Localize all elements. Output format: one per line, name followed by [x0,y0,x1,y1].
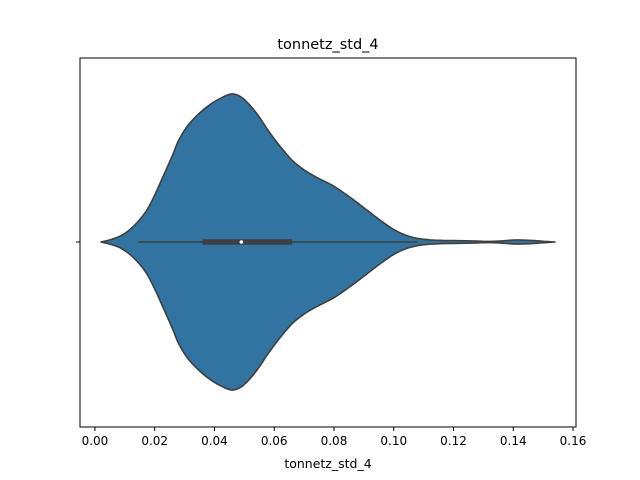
x-axis-label: tonnetz_std_4 [284,456,371,471]
x-axis-ticks: 0.00 0.02 0.04 0.06 0.08 0.10 0.12 0.14 0.16 [82,427,587,448]
violin-median-point [239,240,244,244]
violin-layer [100,93,556,391]
x-tick-label: 0.00 [82,434,109,448]
x-tick-label: 0.16 [560,434,587,448]
x-tick-label: 0.10 [380,434,407,448]
x-tick-label: 0.02 [141,434,168,448]
chart-title: tonnetz_std_4 [277,37,378,53]
x-tick-label: 0.12 [440,434,467,448]
x-tick-label: 0.04 [201,434,228,448]
x-tick-label: 0.06 [261,434,288,448]
x-tick-label: 0.08 [321,434,348,448]
x-tick-label: 0.14 [500,434,527,448]
